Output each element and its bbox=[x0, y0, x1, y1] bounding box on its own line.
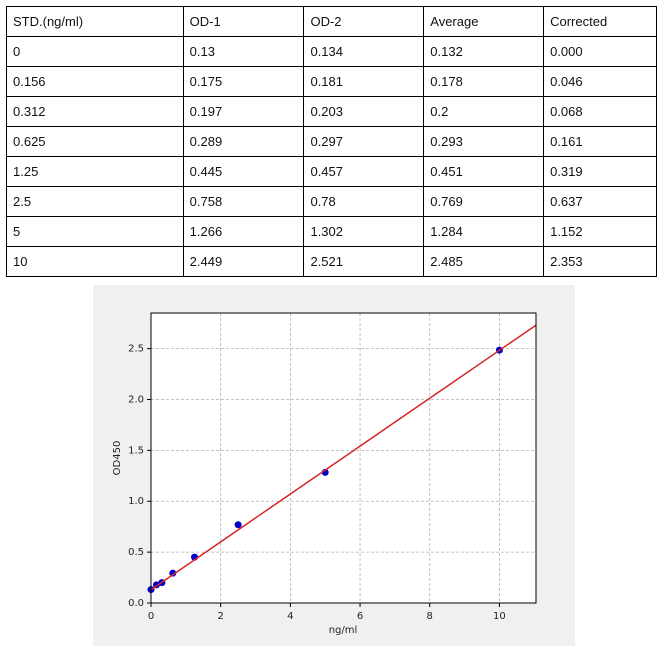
table-row: STD.(ng/ml) OD-1 OD-2 Average Corrected bbox=[6, 6, 657, 37]
data-table: STD.(ng/ml) OD-1 OD-2 Average Corrected 0 0.13… bbox=[6, 6, 657, 277]
data-point bbox=[169, 569, 177, 577]
table-cell: 0.203 bbox=[303, 96, 425, 127]
table-cell: 0.181 bbox=[303, 66, 425, 97]
table-row: 0.312 0.197 0.203 0.2 0.068 bbox=[6, 96, 657, 127]
x-tick-label: 8 bbox=[427, 611, 433, 622]
table-cell: 0.319 bbox=[543, 156, 657, 187]
table-cell: 0.445 bbox=[182, 156, 305, 187]
table-row: 0 0.13 0.134 0.132 0.000 bbox=[6, 36, 657, 67]
table-cell: 0.637 bbox=[543, 186, 657, 217]
table-cell: 10 bbox=[6, 246, 184, 277]
x-tick-label: 10 bbox=[493, 611, 506, 622]
data-point bbox=[234, 521, 242, 529]
table-cell: 1.302 bbox=[303, 216, 425, 247]
table-cell: 1.152 bbox=[543, 216, 657, 247]
table-cell: 0.312 bbox=[6, 96, 184, 127]
table-row: 10 2.449 2.521 2.485 2.353 bbox=[6, 246, 657, 277]
y-tick-label: 2.0 bbox=[128, 394, 144, 405]
table-cell: 0.178 bbox=[423, 66, 545, 97]
y-tick-label: 2.5 bbox=[128, 344, 144, 355]
plot-frame bbox=[150, 312, 537, 604]
y-tick-label: 0.5 bbox=[128, 547, 144, 558]
table-cell: 2.353 bbox=[543, 246, 657, 277]
y-axis-label: OD450 bbox=[112, 441, 123, 476]
table-cell: 2.5 bbox=[6, 186, 184, 217]
table-cell: 0.451 bbox=[423, 156, 545, 187]
table-cell: 2.485 bbox=[423, 246, 545, 277]
x-tick-label: 2 bbox=[217, 611, 223, 622]
x-tick-label: 4 bbox=[287, 611, 293, 622]
table-cell: 0.293 bbox=[423, 126, 545, 157]
x-tick-label: 0 bbox=[148, 611, 154, 622]
table-cell: 2.521 bbox=[303, 246, 425, 277]
x-axis-label: ng/ml bbox=[329, 625, 358, 636]
y-tick-label: 1.5 bbox=[128, 445, 144, 456]
table-cell: Corrected bbox=[543, 6, 657, 37]
table-cell: 0.134 bbox=[303, 36, 425, 67]
x-tick-label: 6 bbox=[357, 611, 363, 622]
table-cell: 2.449 bbox=[182, 246, 305, 277]
table-row: 5 1.266 1.302 1.284 1.152 bbox=[6, 216, 657, 247]
table-cell: 0.289 bbox=[182, 126, 305, 157]
y-tick-label: 0.0 bbox=[128, 598, 144, 609]
table-cell: Average bbox=[423, 6, 545, 37]
table-cell: OD-1 bbox=[182, 6, 305, 37]
table-cell: 0.2 bbox=[423, 96, 545, 127]
y-tick-label: 1.0 bbox=[128, 496, 144, 507]
table-cell: 0.13 bbox=[182, 36, 305, 67]
fit-line bbox=[150, 324, 537, 591]
table-body: STD.(ng/ml) OD-1 OD-2 Average Corrected 0 0.13… bbox=[6, 6, 657, 277]
table-cell: STD.(ng/ml) bbox=[6, 6, 184, 37]
plot-content bbox=[147, 313, 537, 603]
